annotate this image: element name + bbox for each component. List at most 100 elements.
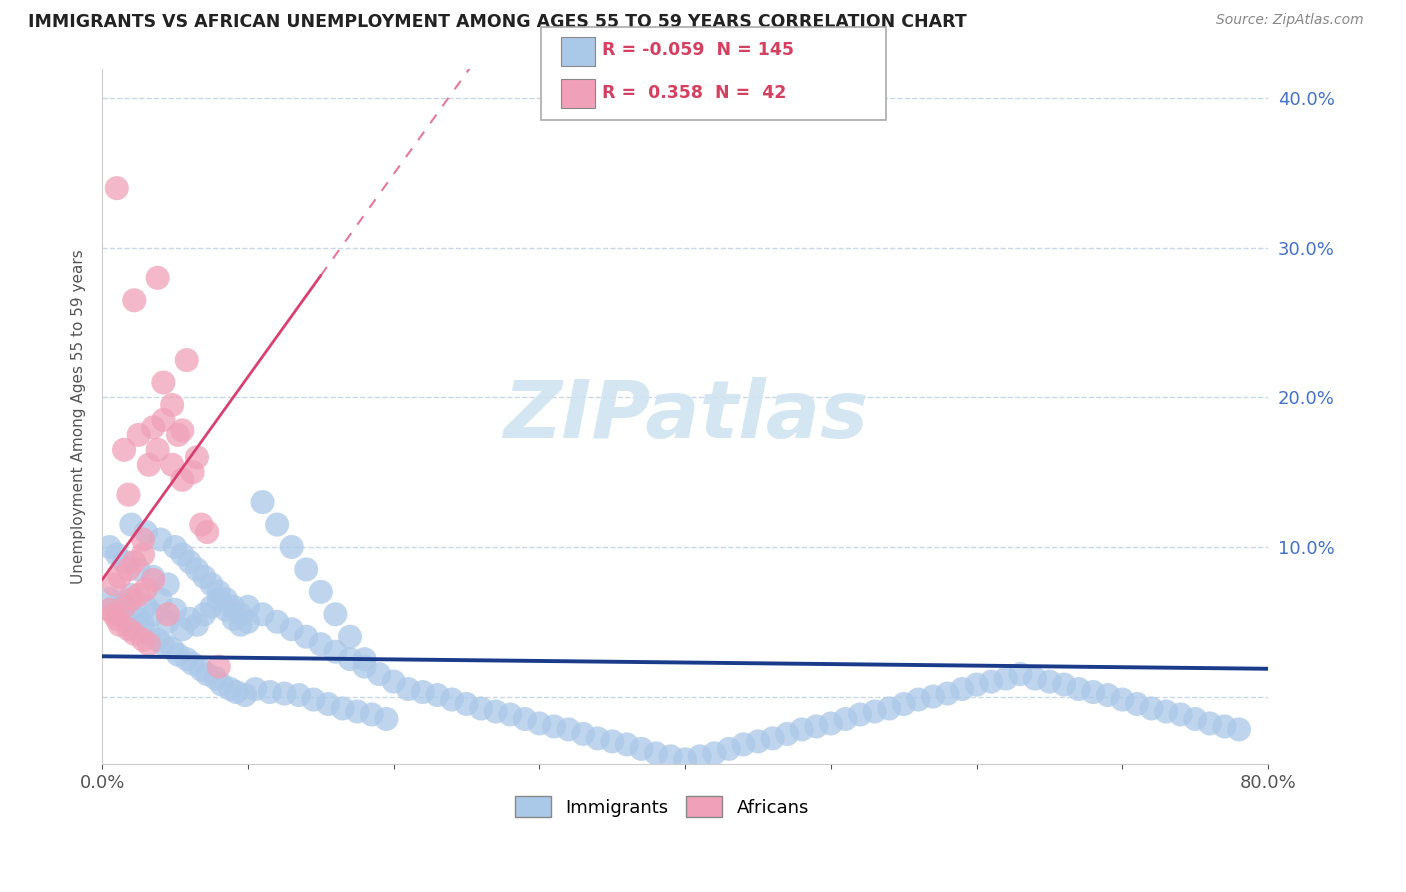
Point: [396, 681, 419, 696]
Point: [124, 622, 146, 636]
Point: [149, 533, 172, 547]
Point: [252, 495, 274, 509]
Text: Source: ZipAtlas.com: Source: ZipAtlas.com: [1216, 13, 1364, 28]
Point: [1111, 692, 1133, 706]
Point: [211, 677, 233, 691]
Point: [426, 688, 449, 702]
Point: [360, 707, 382, 722]
Point: [790, 723, 813, 737]
Point: [236, 599, 259, 614]
Point: [190, 517, 212, 532]
Point: [673, 752, 696, 766]
Point: [108, 570, 131, 584]
Point: [167, 648, 190, 662]
Point: [124, 293, 146, 308]
Point: [179, 612, 201, 626]
Point: [1024, 672, 1046, 686]
Point: [195, 667, 218, 681]
Point: [186, 617, 208, 632]
Point: [440, 692, 463, 706]
Point: [120, 517, 142, 532]
Point: [316, 697, 339, 711]
Point: [135, 582, 157, 596]
Point: [776, 727, 799, 741]
Point: [703, 747, 725, 761]
Point: [156, 615, 179, 629]
Point: [820, 716, 842, 731]
Text: R = -0.059  N = 145: R = -0.059 N = 145: [602, 41, 794, 60]
Point: [717, 742, 740, 756]
Point: [1010, 667, 1032, 681]
Point: [295, 562, 318, 576]
Point: [456, 697, 478, 711]
Point: [1083, 685, 1105, 699]
Point: [160, 641, 183, 656]
Point: [353, 652, 375, 666]
Point: [266, 517, 288, 532]
Point: [1140, 701, 1163, 715]
Point: [382, 674, 405, 689]
Point: [132, 533, 155, 547]
Point: [309, 637, 332, 651]
Point: [117, 615, 139, 629]
Point: [586, 731, 609, 746]
Point: [152, 637, 174, 651]
Point: [236, 615, 259, 629]
Point: [108, 607, 131, 622]
Point: [105, 548, 128, 562]
Point: [112, 597, 135, 611]
Point: [689, 749, 711, 764]
Point: [142, 607, 165, 622]
Point: [229, 617, 252, 632]
Point: [98, 592, 121, 607]
Point: [135, 599, 157, 614]
Point: [325, 607, 347, 622]
Point: [922, 690, 945, 704]
Point: [208, 592, 231, 607]
Point: [160, 458, 183, 472]
Point: [132, 632, 155, 647]
Point: [353, 659, 375, 673]
Point: [543, 719, 565, 733]
Text: IMMIGRANTS VS AFRICAN UNEMPLOYMENT AMONG AGES 55 TO 59 YEARS CORRELATION CHART: IMMIGRANTS VS AFRICAN UNEMPLOYMENT AMONG…: [28, 13, 967, 31]
Point: [907, 692, 929, 706]
Point: [156, 577, 179, 591]
Point: [128, 562, 150, 576]
Point: [339, 652, 361, 666]
Point: [572, 727, 595, 741]
Point: [229, 607, 252, 622]
Point: [186, 450, 208, 465]
Point: [103, 599, 125, 614]
Point: [146, 632, 169, 647]
Point: [205, 672, 228, 686]
Point: [288, 688, 311, 702]
Point: [877, 701, 900, 715]
Point: [200, 599, 222, 614]
Point: [172, 473, 194, 487]
Point: [124, 555, 146, 569]
Point: [332, 701, 354, 715]
Point: [138, 626, 160, 640]
Point: [103, 607, 125, 622]
Point: [280, 540, 302, 554]
Point: [225, 685, 247, 699]
Point: [233, 688, 256, 702]
Point: [176, 652, 198, 666]
Point: [950, 681, 973, 696]
Point: [1154, 705, 1177, 719]
Point: [165, 603, 187, 617]
Point: [849, 707, 872, 722]
Point: [529, 716, 551, 731]
Point: [195, 524, 218, 539]
Text: R =  0.358  N =  42: R = 0.358 N = 42: [602, 84, 786, 102]
Point: [375, 712, 398, 726]
Point: [208, 585, 231, 599]
Point: [172, 423, 194, 437]
Point: [762, 731, 785, 746]
Point: [152, 376, 174, 390]
Point: [190, 663, 212, 677]
Point: [105, 603, 128, 617]
Point: [1170, 707, 1192, 722]
Point: [132, 617, 155, 632]
Point: [1126, 697, 1149, 711]
